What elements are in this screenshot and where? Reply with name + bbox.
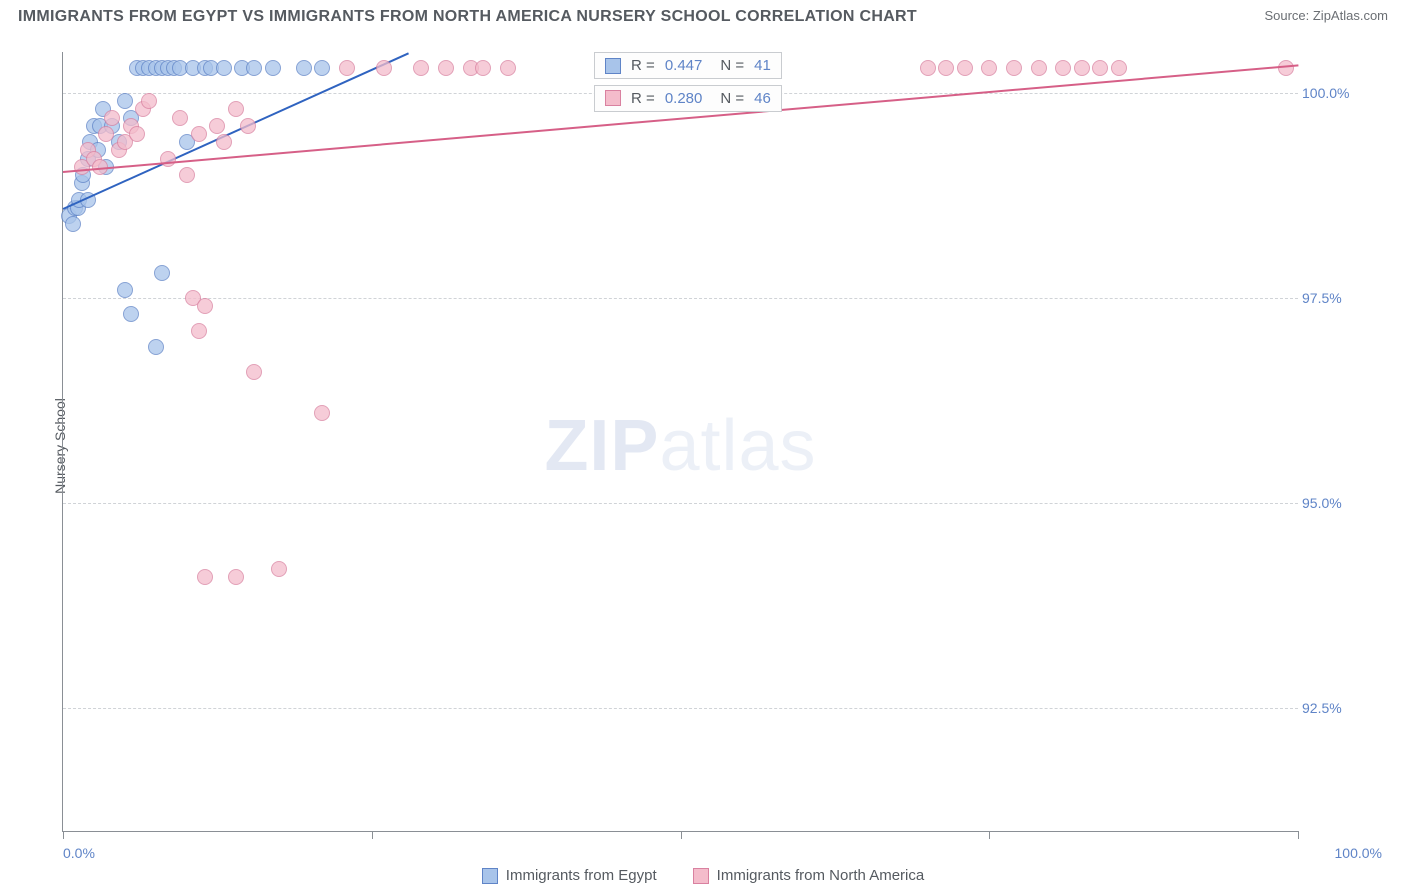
data-point (1111, 60, 1127, 76)
data-point (228, 569, 244, 585)
stat-n-label: N = (720, 90, 744, 107)
legend: Immigrants from Egypt Immigrants from Nor… (0, 867, 1406, 884)
data-point (191, 126, 207, 142)
data-point (129, 126, 145, 142)
x-tick-label: 0.0% (63, 845, 95, 861)
x-tick-label: 100.0% (1302, 845, 1382, 861)
data-point (179, 167, 195, 183)
data-point (172, 110, 188, 126)
legend-swatch (482, 868, 498, 884)
legend-label: Immigrants from Egypt (506, 867, 657, 884)
data-point (271, 561, 287, 577)
legend-swatch (605, 90, 621, 106)
data-point (314, 405, 330, 421)
data-point (475, 60, 491, 76)
data-point (1074, 60, 1090, 76)
data-point (376, 60, 392, 76)
x-tick (1298, 831, 1299, 839)
data-point (314, 60, 330, 76)
data-point (117, 93, 133, 109)
data-point (339, 60, 355, 76)
data-point (104, 110, 120, 126)
data-point (981, 60, 997, 76)
stat-r-label: R = (631, 90, 655, 107)
data-point (1006, 60, 1022, 76)
stat-r-value: 0.447 (665, 57, 703, 74)
legend-label: Immigrants from North America (717, 867, 925, 884)
data-point (216, 60, 232, 76)
y-tick-label: 100.0% (1302, 85, 1382, 101)
legend-swatch (693, 868, 709, 884)
data-point (197, 569, 213, 585)
legend-item: Immigrants from Egypt (482, 867, 657, 884)
stat-r-label: R = (631, 57, 655, 74)
stat-n-value: 41 (754, 57, 771, 74)
data-point (938, 60, 954, 76)
data-point (1055, 60, 1071, 76)
data-point (240, 118, 256, 134)
data-point (216, 134, 232, 150)
gridline (63, 708, 1298, 709)
data-point (148, 339, 164, 355)
data-point (438, 60, 454, 76)
plot-region: ZIPatlas 92.5%95.0%97.5%100.0%0.0%100.0%… (62, 52, 1298, 832)
y-tick-label: 92.5% (1302, 700, 1382, 716)
y-tick-label: 97.5% (1302, 290, 1382, 306)
data-point (957, 60, 973, 76)
data-point (65, 216, 81, 232)
data-point (98, 126, 114, 142)
data-point (123, 306, 139, 322)
data-point (500, 60, 516, 76)
x-tick (681, 831, 682, 839)
data-point (191, 323, 207, 339)
data-point (117, 282, 133, 298)
correlation-stat-box: R = 0.280 N = 46 (594, 85, 782, 112)
data-point (1031, 60, 1047, 76)
data-point (413, 60, 429, 76)
data-point (1278, 60, 1294, 76)
legend-item: Immigrants from North America (693, 867, 925, 884)
x-tick (372, 831, 373, 839)
watermark: ZIPatlas (544, 405, 816, 487)
data-point (920, 60, 936, 76)
data-point (265, 60, 281, 76)
y-tick-label: 95.0% (1302, 495, 1382, 511)
legend-swatch (605, 58, 621, 74)
data-point (296, 60, 312, 76)
source-label: Source: ZipAtlas.com (1264, 8, 1388, 23)
data-point (246, 364, 262, 380)
data-point (197, 298, 213, 314)
chart-title: IMMIGRANTS FROM EGYPT VS IMMIGRANTS FROM… (18, 8, 917, 26)
data-point (1092, 60, 1108, 76)
data-point (228, 101, 244, 117)
data-point (209, 118, 225, 134)
gridline (63, 298, 1298, 299)
gridline (63, 503, 1298, 504)
data-point (154, 265, 170, 281)
chart-area: Nursery School ZIPatlas 92.5%95.0%97.5%1… (18, 42, 1388, 850)
x-tick (989, 831, 990, 839)
x-tick (63, 831, 64, 839)
stat-n-value: 46 (754, 90, 771, 107)
stat-r-value: 0.280 (665, 90, 703, 107)
stat-n-label: N = (720, 57, 744, 74)
data-point (141, 93, 157, 109)
data-point (246, 60, 262, 76)
correlation-stat-box: R = 0.447 N = 41 (594, 52, 782, 79)
